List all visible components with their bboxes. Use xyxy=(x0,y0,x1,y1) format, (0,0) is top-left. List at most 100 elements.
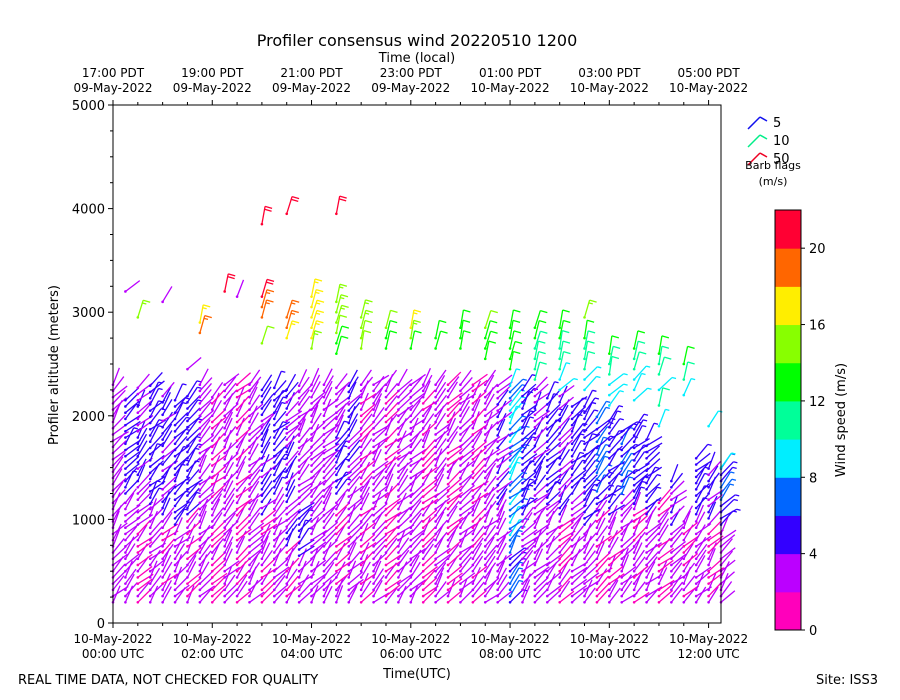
wind-barb xyxy=(434,438,447,455)
top-tick-time: 19:00 PDT xyxy=(181,66,244,80)
wind-barb xyxy=(446,516,464,529)
wind-barb xyxy=(136,485,151,502)
wind-barb xyxy=(483,486,495,505)
wind-barb xyxy=(446,565,463,579)
wind-barb xyxy=(248,550,262,567)
wind-barb xyxy=(297,395,311,412)
x-tick-time: 02:00 UTC xyxy=(181,647,243,661)
wind-barb xyxy=(384,569,399,585)
colorbar-frame xyxy=(774,209,802,631)
wind-barb xyxy=(496,517,507,536)
wind-barb xyxy=(707,548,716,567)
wind-barb xyxy=(409,392,426,405)
wind-barb xyxy=(335,195,347,216)
top-tick-date: 10-May-2022 xyxy=(570,81,649,95)
wind-barb xyxy=(570,589,586,604)
x-tick-time: 06:00 UTC xyxy=(380,647,442,661)
wind-barb xyxy=(335,381,351,396)
wind-barb xyxy=(260,473,272,491)
wind-barb xyxy=(384,409,400,424)
wind-barb xyxy=(322,551,337,567)
wind-barb xyxy=(198,576,214,592)
wind-barb xyxy=(173,517,183,536)
wind-barb xyxy=(409,579,427,592)
wind-barb xyxy=(273,453,290,470)
wind-barb xyxy=(657,506,671,523)
wind-barb xyxy=(459,385,475,399)
wind-barb xyxy=(471,373,488,387)
wind-barb xyxy=(173,504,188,520)
wind-barb xyxy=(657,559,674,573)
wind-barb xyxy=(409,570,425,585)
wind-barb xyxy=(595,517,606,536)
wind-barb xyxy=(347,470,362,486)
wind-barb xyxy=(409,519,423,536)
wind-barb xyxy=(384,579,402,592)
top-tick-date: 09-May-2022 xyxy=(272,81,351,95)
wind-barb xyxy=(210,389,225,405)
wind-barb xyxy=(409,507,424,523)
wind-barb xyxy=(694,494,709,510)
wind-barb xyxy=(198,425,211,442)
wind-barb xyxy=(496,400,507,419)
wind-barb xyxy=(223,440,239,455)
wind-barb xyxy=(434,531,448,548)
wind-barb xyxy=(508,350,521,371)
wind-barb xyxy=(285,575,299,592)
wind-barb xyxy=(608,504,618,523)
wind-barb xyxy=(148,496,165,511)
wind-barb xyxy=(335,572,351,585)
wind-barb xyxy=(421,551,437,567)
wind-barb xyxy=(310,404,319,424)
wind-barb xyxy=(223,373,240,387)
wind-barb xyxy=(285,410,303,423)
wind-barb xyxy=(335,493,346,511)
wind-barb xyxy=(322,506,336,523)
wind-barb xyxy=(186,507,200,523)
wind-barb xyxy=(148,526,163,542)
wind-barb xyxy=(496,492,506,511)
wind-barb xyxy=(273,457,287,477)
wind-barb xyxy=(136,524,148,542)
wind-barb xyxy=(409,467,427,480)
wind-barb xyxy=(347,428,363,444)
wind-barb xyxy=(421,577,438,592)
wind-barb xyxy=(421,498,439,511)
wind-barb xyxy=(421,585,439,598)
wind-barb xyxy=(186,561,197,579)
wind-barb xyxy=(297,574,310,592)
wind-barb xyxy=(570,534,587,548)
wind-barb xyxy=(372,533,388,548)
wind-barb xyxy=(198,510,207,529)
wind-barb xyxy=(645,486,662,504)
wind-barb xyxy=(136,299,151,319)
wind-barb xyxy=(632,531,646,548)
wind-barb xyxy=(471,550,484,567)
wind-barb xyxy=(483,532,498,548)
wind-barb xyxy=(186,550,199,567)
wind-barb xyxy=(347,542,357,561)
wind-barb xyxy=(446,521,462,536)
wind-barb xyxy=(496,574,508,592)
wind-barb xyxy=(657,518,670,536)
wind-barb xyxy=(384,395,398,411)
wind-barb xyxy=(409,385,425,399)
wind-barb xyxy=(235,501,250,517)
wind-barb xyxy=(310,480,322,498)
wind-barb xyxy=(657,345,670,366)
wind-barb xyxy=(372,387,384,405)
wind-barb xyxy=(347,392,364,406)
wind-barb xyxy=(496,385,512,400)
wind-barb xyxy=(583,467,598,483)
wind-barb xyxy=(273,529,282,548)
wind-barb xyxy=(496,444,514,456)
y-tick-label: 1000 xyxy=(72,513,105,528)
wind-barb xyxy=(521,536,539,548)
wind-barb xyxy=(558,340,571,361)
wind-barb xyxy=(471,440,487,455)
wind-barb xyxy=(310,421,326,436)
wind-barb xyxy=(335,283,348,304)
top-tick-time: 21:00 PDT xyxy=(280,66,343,80)
wind-barb xyxy=(558,568,571,585)
x-tick-time: 04:00 UTC xyxy=(280,647,342,661)
